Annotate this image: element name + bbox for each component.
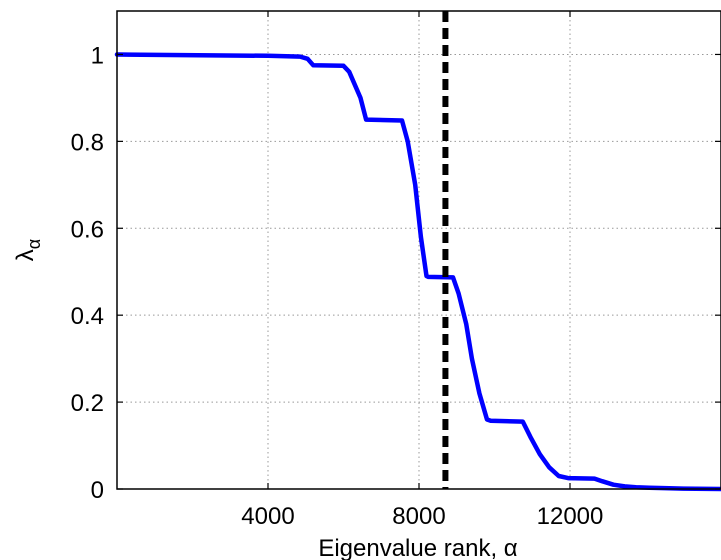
y-tick-label: 0.6 bbox=[71, 216, 104, 243]
grid-lines bbox=[117, 11, 721, 489]
x-tick-label: 4000 bbox=[241, 503, 294, 530]
y-tick-label: 0 bbox=[91, 477, 104, 504]
y-tick-label: 0.2 bbox=[71, 390, 104, 417]
y-axis-label: λα bbox=[12, 239, 44, 261]
x-tick-label: 12000 bbox=[537, 503, 604, 530]
tick-labels: 4000 8000 12000 0 0.2 0.4 0.6 0.8 1 bbox=[71, 42, 604, 530]
y-axis-label-sub: α bbox=[24, 239, 44, 249]
series-layer bbox=[114, 52, 721, 492]
y-axis-label-main: λ bbox=[12, 249, 39, 261]
y-tick-label: 0.8 bbox=[71, 129, 104, 156]
tick-marks bbox=[117, 11, 721, 490]
y-tick-label: 0.4 bbox=[71, 303, 104, 330]
x-tick-label: 8000 bbox=[392, 503, 445, 530]
series-line bbox=[114, 52, 721, 492]
x-axis-label: Eigenvalue rank, α bbox=[318, 535, 517, 560]
svg-text:λα: λα bbox=[12, 239, 44, 261]
y-tick-label: 1 bbox=[91, 42, 104, 69]
